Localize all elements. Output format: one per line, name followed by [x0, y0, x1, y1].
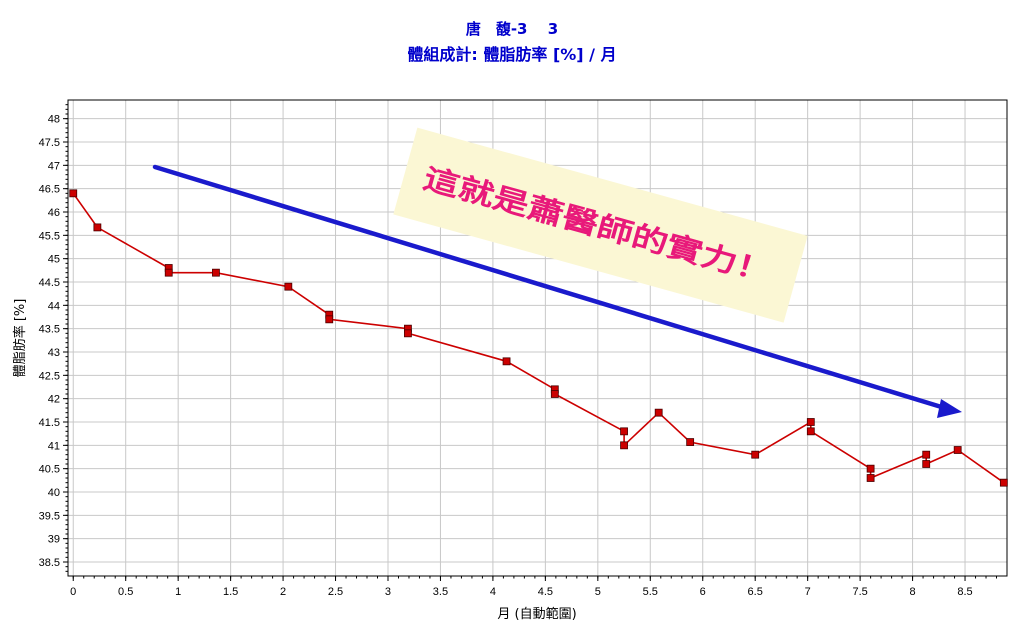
y-tick-layer: 38.5 39 39.5 40 40.5 41 41.5 42 42.5 43 43.5 44 44.5…: [39, 104, 68, 572]
data-point: [69, 189, 78, 198]
chart-subtitle: 體組成計: 體脂肪率 [%] / 月: [407, 45, 616, 64]
trend-arrow-shaft: [152, 164, 951, 412]
x-tick-label: 2: [280, 586, 286, 598]
data-point: [93, 223, 102, 232]
x-tick-label: 3: [385, 586, 391, 598]
y-tick-label: 38.5: [39, 557, 60, 569]
x-tick-label: 7.5: [852, 586, 867, 598]
data-point: [806, 427, 815, 436]
x-tick-label: 2.5: [328, 586, 343, 598]
data-point: [999, 478, 1008, 487]
data-point: [404, 329, 412, 338]
y-tick-label: 44.5: [39, 277, 60, 289]
trend-arrow-head: [937, 399, 962, 418]
data-point: [284, 282, 293, 291]
y-tick-label: 46.5: [39, 184, 60, 196]
y-tick-label: 41.5: [39, 417, 60, 429]
x-tick-label: 8: [910, 586, 916, 598]
trend-arrow: [152, 164, 962, 418]
data-point: [654, 408, 663, 417]
data-point: [212, 268, 220, 277]
y-tick-label: 39: [48, 534, 60, 546]
x-tick-label: 8.5: [957, 586, 972, 598]
data-point: [751, 450, 760, 459]
x-tick-label: 4: [490, 586, 496, 598]
x-tick-label: 0: [70, 586, 76, 598]
data-point: [922, 450, 931, 459]
y-tick-label: 47.5: [39, 137, 60, 149]
y-tick-label: 42.5: [39, 370, 60, 382]
y-tick-label: 42: [48, 394, 60, 406]
y-tick-label: 43: [48, 347, 60, 359]
data-point: [164, 268, 173, 277]
x-tick-label: 1.5: [223, 586, 238, 598]
y-tick-label: 46: [48, 207, 60, 219]
x-tick-label: 4.5: [538, 586, 553, 598]
x-tick-label: 3.5: [433, 586, 448, 598]
data-point: [620, 441, 628, 450]
data-point: [922, 460, 931, 468]
x-tick-label: 6: [700, 586, 706, 598]
y-axis-label: 體脂肪率 [%]: [12, 299, 28, 378]
data-point: [620, 427, 628, 436]
x-tick-layer: 0 0.5 1 1.5 2 2.5 3 3.5 4 4.5 5 5.5 6 6.5 7 7.5 8 8.5: [70, 576, 998, 598]
data-point: [866, 464, 875, 473]
y-tick-label: 48: [48, 114, 60, 126]
data-point: [686, 438, 695, 446]
chart-title: 唐 馥-3 3: [466, 20, 558, 38]
data-point: [866, 474, 875, 482]
y-tick-label: 39.5: [39, 510, 60, 522]
y-tick-label: 45: [48, 254, 60, 266]
series-layer: [69, 189, 1008, 487]
x-tick-label: 5.5: [643, 586, 658, 598]
data-point: [502, 357, 511, 366]
data-point: [325, 315, 334, 324]
y-tick-label: 47: [48, 160, 60, 172]
y-tick-label: 40.5: [39, 464, 60, 476]
y-tick-label: 40: [48, 487, 60, 499]
y-tick-label: 43.5: [39, 324, 60, 336]
data-point: [550, 390, 559, 398]
annotation-note-background: [393, 127, 808, 323]
data-point: [953, 446, 962, 454]
data-point: [806, 418, 815, 426]
y-tick-label: 41: [48, 440, 60, 452]
x-tick-label: 6.5: [748, 586, 763, 598]
annotation-note: 這就是蕭醫師的實力！: [393, 127, 808, 323]
x-tick-label: 7: [805, 586, 811, 598]
y-tick-label: 45.5: [39, 230, 60, 242]
x-tick-label: 1: [175, 586, 181, 598]
x-tick-label: 0.5: [118, 586, 133, 598]
x-axis-label: 月 (自動範圍): [497, 607, 576, 622]
y-tick-label: 44: [48, 300, 60, 312]
x-tick-label: 5: [595, 586, 601, 598]
